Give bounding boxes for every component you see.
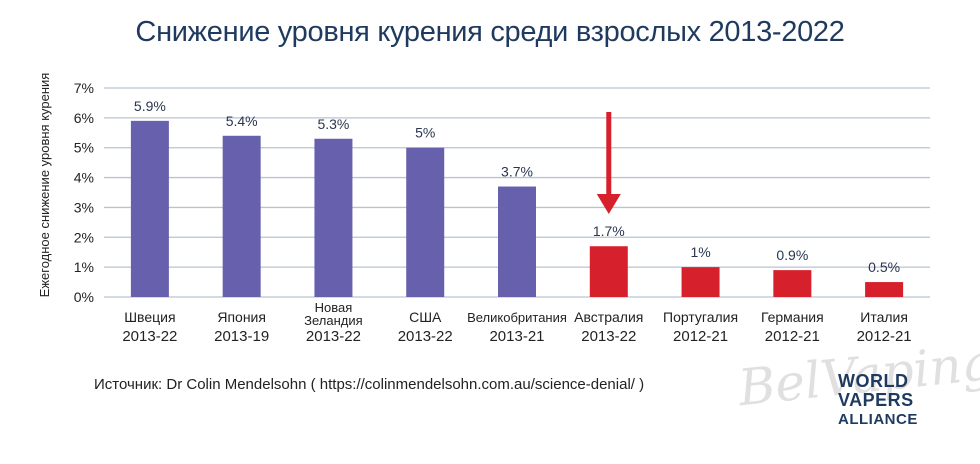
y-tick-label: 3%: [74, 199, 94, 215]
x-tick-years: 2012-21: [673, 328, 728, 345]
data-label: 5.9%: [134, 98, 166, 114]
y-tick-label: 2%: [74, 229, 94, 245]
x-tick-years: 2012-21: [857, 328, 912, 345]
x-tick-years: 2012-21: [765, 328, 820, 345]
x-tick-name: США: [409, 309, 442, 325]
data-label: 1.7%: [593, 223, 625, 239]
x-tick-years: 2013-19: [214, 328, 269, 345]
x-tick-name: Новая: [315, 300, 353, 315]
source-note: Источник: Dr Colin Mendelsohn ( https://…: [94, 376, 645, 393]
bar: [222, 135, 261, 297]
y-axis-ticks: 0% 1% 2% 3% 4% 5% 6% 7%: [74, 80, 94, 305]
world-vapers-alliance-logo: WORLD VAPERS ALLIANCE: [838, 372, 958, 442]
data-label: 5%: [415, 125, 435, 141]
x-tick-label: Швеция 2013-22: [122, 309, 177, 345]
x-tick-name: Великобритания: [467, 310, 567, 325]
data-label: 0.9%: [776, 247, 808, 263]
x-tick-label: Австралия 2013-22: [574, 309, 643, 345]
logo-line-2: VAPERS: [838, 390, 914, 410]
x-tick-name: Зеландия: [304, 313, 363, 328]
x-tick-years: 2013-22: [122, 328, 177, 345]
x-tick-label: Португалия 2012-21: [663, 309, 738, 345]
arrow-head: [596, 194, 621, 214]
x-tick-name: Германия: [761, 309, 824, 325]
x-tick-label: Италия 2012-21: [857, 309, 912, 345]
x-tick-name: Португалия: [663, 309, 738, 325]
chart-title: Снижение уровня курения среди взрослых 2…: [135, 16, 845, 48]
x-tick-name: Швеция: [124, 309, 175, 325]
x-axis-ticks: Швеция2013-22Япония2013-19НоваяЗеландия2…: [122, 300, 911, 345]
x-tick-label: США 2013-22: [398, 309, 453, 345]
y-tick-label: 6%: [74, 110, 94, 126]
x-tick-label: Великобритания 2013-21: [467, 310, 567, 345]
y-tick-label: 0%: [74, 289, 94, 305]
x-tick-years: 2013-22: [581, 328, 636, 345]
x-tick-years: 2013-21: [489, 328, 544, 345]
y-tick-label: 4%: [74, 170, 94, 186]
data-labels: 5.9% 5.4% 5.3% 5% 3.7% 1.7% 1% 0.9% 0.5%: [134, 98, 900, 275]
x-tick-years: 2013-22: [306, 328, 361, 345]
data-label: 0.5%: [868, 259, 900, 275]
y-tick-label: 1%: [74, 259, 94, 275]
y-axis-label: Ежегодное снижение уровня курения: [37, 73, 52, 298]
x-tick-name: Австралия: [574, 309, 643, 325]
bar: [406, 147, 445, 297]
x-tick-years: 2013-22: [398, 328, 453, 345]
bar: [681, 267, 720, 297]
x-tick-label: Япония 2013-19: [214, 309, 269, 345]
bars: [130, 120, 904, 297]
bar: [865, 282, 904, 297]
data-label: 5.3%: [317, 116, 349, 132]
bar: [773, 270, 812, 297]
y-tick-label: 5%: [74, 140, 94, 156]
data-label: 3.7%: [501, 164, 533, 180]
x-tick-label: Германия 2012-21: [761, 309, 824, 345]
bar: [498, 186, 536, 297]
bar: [589, 246, 628, 297]
data-label: 5.4%: [226, 113, 258, 129]
bar: [314, 138, 353, 297]
y-tick-label: 7%: [74, 80, 94, 96]
annotation-arrow: [596, 112, 621, 214]
bar: [130, 120, 169, 297]
x-tick-name: Япония: [217, 309, 266, 325]
logo-line-3: ALLIANCE: [838, 411, 918, 428]
logo-line-1: WORLD: [838, 371, 909, 391]
x-tick-name: Италия: [860, 309, 908, 325]
data-label: 1%: [690, 244, 710, 260]
